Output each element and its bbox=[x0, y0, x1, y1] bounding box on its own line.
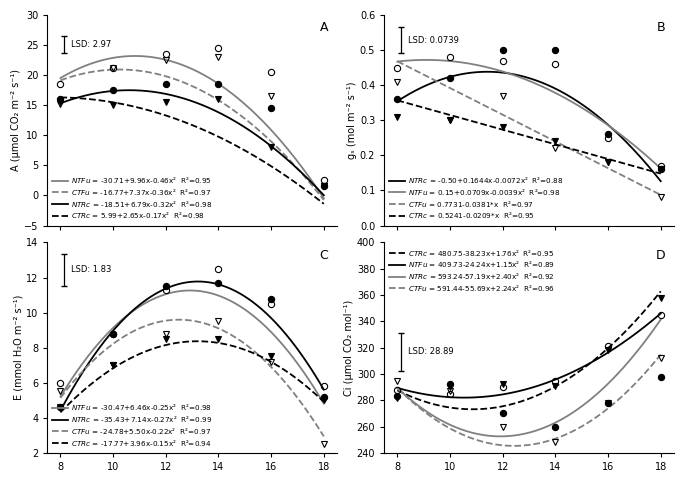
Text: D: D bbox=[656, 249, 665, 262]
Text: B: B bbox=[657, 21, 665, 34]
Text: LSD: 1.83: LSD: 1.83 bbox=[71, 265, 112, 274]
Text: A: A bbox=[320, 21, 328, 34]
Text: LSD: 2.97: LSD: 2.97 bbox=[71, 40, 111, 49]
Y-axis label: Ci (μmol CO₂ mol⁻¹): Ci (μmol CO₂ mol⁻¹) bbox=[344, 299, 354, 396]
Text: LSD: 0.0739: LSD: 0.0739 bbox=[408, 36, 459, 45]
Text: C: C bbox=[319, 249, 328, 262]
Legend: $\it{CTRc}$ = 480.75-38.23x+1.76x²  R²=0.95, $\it{NTFu}$ = 409.73-24.24x+1.15x² : $\it{CTRc}$ = 480.75-38.23x+1.76x² R²=0.… bbox=[388, 246, 556, 294]
Y-axis label: A (μmol CO₂ m⁻² s⁻¹): A (μmol CO₂ m⁻² s⁻¹) bbox=[11, 70, 21, 171]
Legend: $\it{NTRc}$ = -0.50+0.1644x-0.0072x²  R²=0.88, $\it{NTFu}$ = 0.15+0.0709x-0.0039: $\it{NTRc}$ = -0.50+0.1644x-0.0072x² R²=… bbox=[388, 173, 564, 222]
Legend: $\it{NTFu}$ = -30.47+6.46x-0.25x²  R²=0.98, $\it{NTRc}$ = -35.43+7.14x-0.27x²  R: $\it{NTFu}$ = -30.47+6.46x-0.25x² R²=0.9… bbox=[51, 401, 214, 449]
Y-axis label: E (mmol H₂O m⁻² s⁻¹): E (mmol H₂O m⁻² s⁻¹) bbox=[13, 295, 23, 400]
Y-axis label: gₛ (mol m⁻² s⁻¹): gₛ (mol m⁻² s⁻¹) bbox=[347, 82, 357, 159]
Legend: $\it{NTFu}$ = -30.71+9.96x-0.46x²  R²=0.95, $\it{CTFu}$ = -16.77+7.37x-0.36x²  R: $\it{NTFu}$ = -30.71+9.96x-0.46x² R²=0.9… bbox=[51, 173, 214, 222]
Text: LSD: 28.89: LSD: 28.89 bbox=[408, 347, 453, 356]
